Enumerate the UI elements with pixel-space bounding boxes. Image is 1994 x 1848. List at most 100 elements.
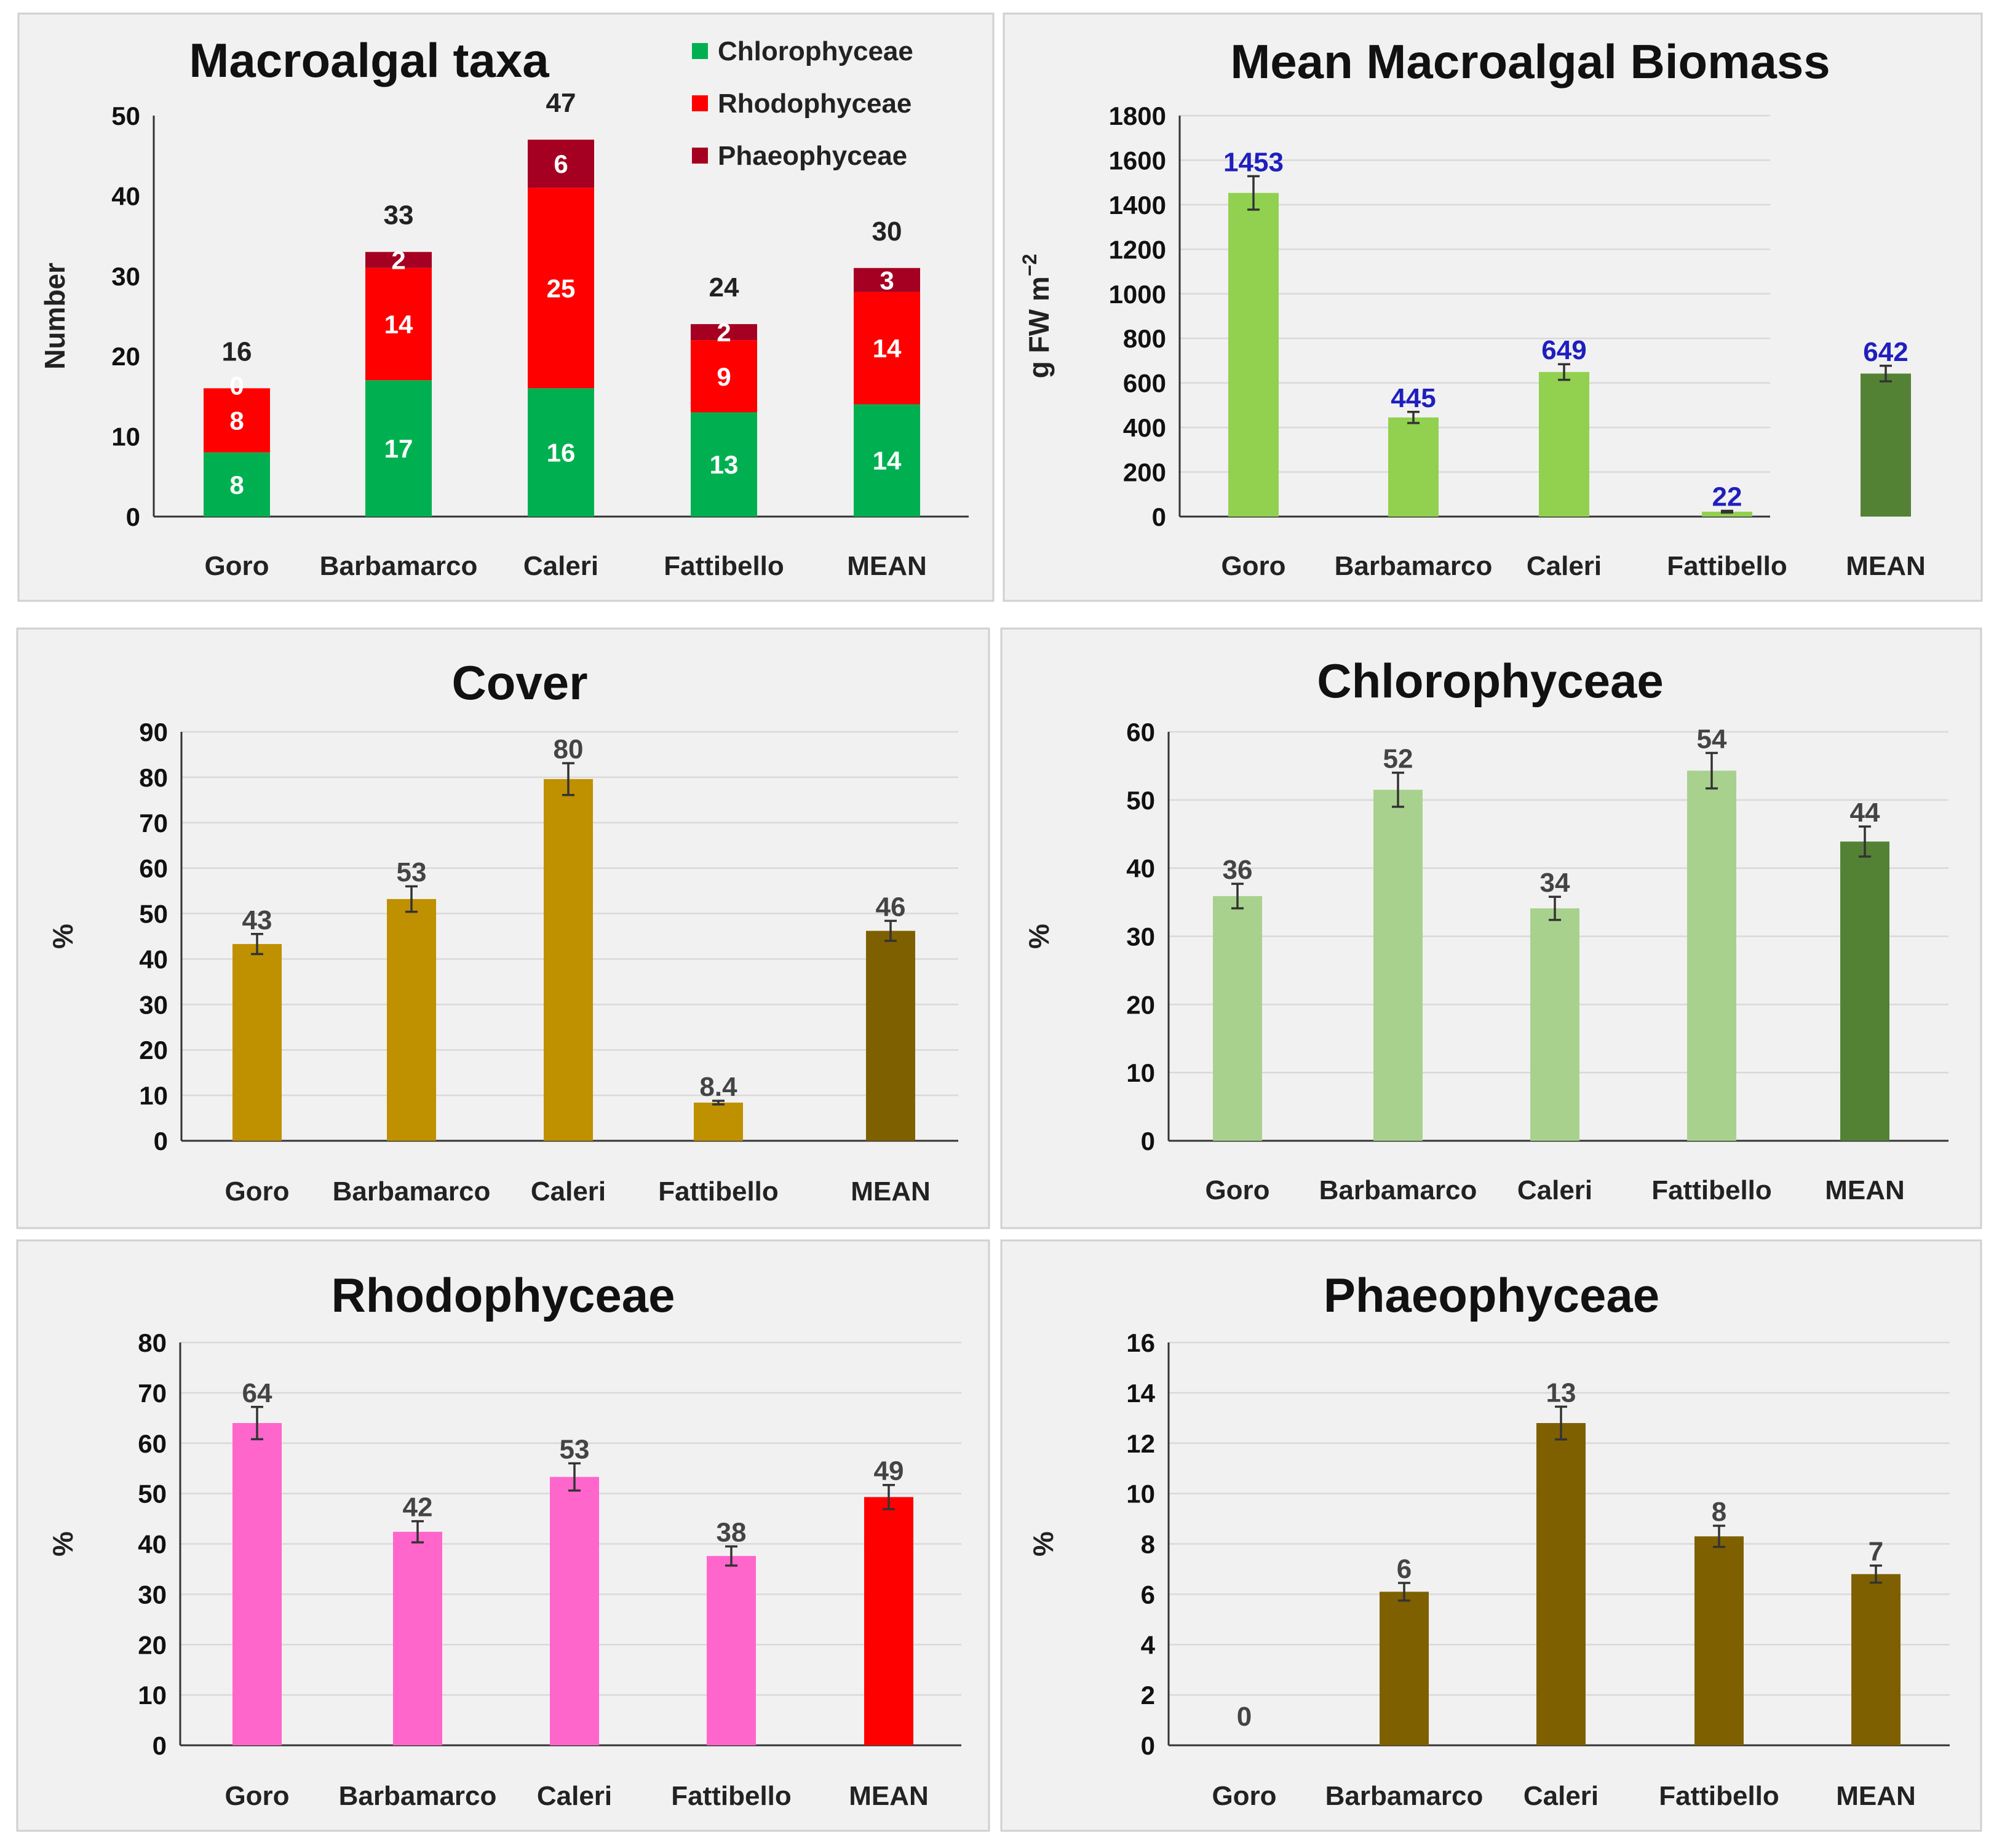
x-category-label: Caleri: [1523, 1781, 1599, 1811]
y-tick-label: 40: [139, 945, 168, 974]
y-axis-label: Number: [39, 263, 71, 370]
x-category-label: Goro: [224, 1176, 289, 1207]
y-tick-label: 80: [139, 763, 168, 792]
bar-total-label: 33: [384, 200, 414, 231]
y-tick-label: 0: [1152, 502, 1166, 531]
bar: [232, 1423, 282, 1745]
segment-value-label: 25: [547, 274, 576, 303]
y-tick-label: 30: [139, 990, 168, 1019]
y-tick-label: 14: [1126, 1379, 1155, 1408]
segment-value-label: 17: [384, 434, 413, 463]
bar-total-label: 47: [546, 88, 576, 118]
bar-value-label: 7: [1869, 1537, 1883, 1567]
x-category-label: Goro: [224, 1781, 289, 1811]
y-tick-label: 0: [126, 502, 140, 531]
segment-value-label: 14: [384, 310, 413, 339]
y-tick-label: 30: [111, 262, 140, 291]
chart-title: Cover: [451, 656, 587, 710]
x-category-label: Fattibello: [1667, 551, 1787, 581]
x-category-label: Goro: [1212, 1781, 1276, 1811]
bar: [694, 1102, 743, 1141]
bar: [550, 1477, 599, 1745]
y-axis-label-text: %: [47, 1531, 79, 1557]
y-axis-label-text: Number: [39, 263, 71, 370]
segment-value-label: 14: [873, 334, 902, 363]
segment-value-label: 13: [710, 450, 739, 479]
chart-title: Mean Macroalgal Biomass: [1230, 34, 1830, 89]
bar-value-label: 8: [1712, 1497, 1726, 1527]
bar: [1694, 1536, 1744, 1745]
bar-segment-rhodophyceae: [691, 340, 757, 413]
panel-background: [16, 627, 990, 1229]
chart-title: Macroalgal taxa: [189, 33, 549, 87]
bar: [864, 1497, 913, 1745]
y-tick-label: 0: [154, 1127, 168, 1156]
bar-value-label: 0: [1237, 1702, 1252, 1732]
y-tick-label: 1000: [1109, 280, 1166, 309]
bar: [393, 1531, 442, 1745]
chart-title: Phaeophyceae: [1324, 1268, 1659, 1322]
y-tick-label: 80: [138, 1328, 167, 1357]
y-axis-label-superscript: −2: [1019, 254, 1041, 276]
chart-chlorophyceae: 0 10 20 30 40 50 60 Chlorophyceae% Goro Barbamarc…: [1000, 627, 1982, 1229]
y-tick-label: 60: [139, 854, 168, 883]
y-tick-label: 70: [139, 809, 168, 838]
bar-value-label: 34: [1540, 868, 1570, 898]
bar-value-label: 44: [1850, 798, 1880, 828]
bar-total-label: 30: [872, 216, 902, 247]
y-tick-label: 10: [111, 422, 140, 451]
bar-value-label: 1453: [1223, 148, 1284, 178]
bar: [387, 898, 436, 1141]
segment-value-label: 16: [547, 438, 576, 467]
bar-value-label: 38: [717, 1518, 747, 1548]
x-category-label: Caleri: [531, 1176, 606, 1207]
y-tick-label: 50: [138, 1480, 167, 1509]
segment-value-label: 8: [229, 470, 244, 499]
chart-biomass: 0 200 400 600 800 1000 1200 1400 1600 1800 Mean Ma…: [1003, 12, 1983, 602]
bar-value-label: 80: [554, 734, 584, 764]
y-tick-label: 20: [1126, 990, 1155, 1019]
bar: [866, 930, 915, 1141]
bar-value-label: 13: [1546, 1378, 1576, 1408]
y-tick-label: 10: [1126, 1058, 1155, 1087]
bar-value-label: 53: [397, 857, 427, 887]
bar-value-label: 64: [242, 1378, 272, 1408]
bar-value-label: 52: [1383, 744, 1413, 774]
x-category-label: Fattibello: [664, 551, 784, 581]
x-category-label: MEAN: [1836, 1781, 1916, 1811]
y-tick-label: 0: [1141, 1127, 1155, 1156]
y-axis-label: %: [47, 924, 79, 949]
y-tick-label: 50: [111, 101, 140, 130]
bar-value-label: 445: [1391, 383, 1436, 413]
y-tick-label: 12: [1126, 1429, 1155, 1458]
bar-segment-chlorophyceae: [854, 404, 920, 517]
y-tick-label: 0: [153, 1731, 167, 1760]
y-tick-label: 30: [1126, 922, 1155, 951]
y-tick-label: 1400: [1109, 191, 1166, 220]
y-tick-label: 8: [1141, 1530, 1155, 1559]
segment-value-label: 14: [873, 446, 902, 475]
bar-segment-phaeophyceae: [528, 140, 594, 188]
bar-value-label: 642: [1863, 337, 1908, 367]
panel-background: [1000, 627, 1982, 1229]
y-tick-label: 400: [1123, 413, 1166, 442]
legend-swatch: [692, 148, 708, 164]
y-tick-label: 20: [138, 1630, 167, 1659]
bar-value-label: 649: [1541, 335, 1586, 365]
bar-total-label: 24: [709, 272, 739, 303]
bar: [544, 779, 593, 1141]
bar: [1536, 1423, 1586, 1745]
legend-label: Phaeophyceae: [718, 141, 907, 171]
segment-value-label: 8: [229, 406, 244, 435]
bar-segment-chlorophyceae: [204, 452, 270, 517]
bar: [1388, 417, 1439, 517]
x-category-label: Barbamarco: [1325, 1781, 1484, 1811]
bar-value-label: 6: [1397, 1554, 1412, 1584]
segment-value-label: 2: [391, 246, 405, 275]
x-category-label: Barbamarco: [1319, 1175, 1477, 1205]
chart-phaeophyceae: 0 2 4 6 8 10 12 14 16 Phaeophyceae% Goro Barbamarco…: [1000, 1239, 1982, 1832]
x-category-label: Caleri: [537, 1781, 612, 1811]
x-category-label: Goro: [204, 551, 269, 581]
x-category-label: Fattibello: [658, 1176, 779, 1207]
